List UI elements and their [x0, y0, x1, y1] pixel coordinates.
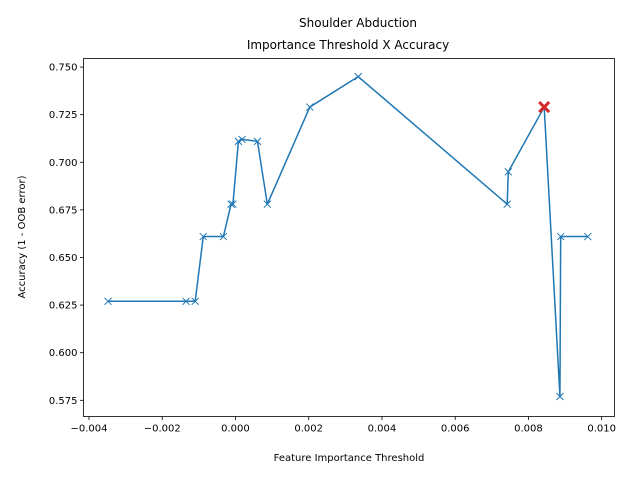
plot-frame	[83, 58, 615, 417]
x-tick-label: −0.004	[70, 424, 107, 435]
data-point	[263, 200, 272, 209]
y-axis-label: Accuracy (1 - OOB error)	[17, 175, 28, 298]
data-point	[503, 200, 512, 209]
x-axis-ticks: −0.004 −0.002 0.000 0.002 0.004 0.006 0.008 0.0…	[70, 416, 616, 435]
y-tick-label: 0.600	[49, 348, 78, 359]
data-point	[104, 297, 112, 306]
y-tick-label: 0.700	[49, 158, 78, 169]
data-point	[191, 297, 200, 306]
x-tick-label: 0.008	[514, 424, 543, 435]
chart-title-line-1: Shoulder Abduction	[299, 16, 417, 30]
x-tick-label: 0.006	[441, 424, 470, 435]
data-point	[234, 137, 243, 146]
chart-title-line-2: Importance Threshold X Accuracy	[247, 38, 449, 52]
y-tick-label: 0.675	[49, 205, 78, 216]
data-point	[182, 297, 190, 306]
data-point	[219, 232, 228, 241]
series-line	[108, 75, 588, 398]
data-point	[556, 232, 565, 241]
plot-marks	[104, 72, 592, 401]
data-point	[556, 392, 564, 401]
data-point	[305, 103, 314, 111]
y-tick-label: 0.575	[49, 396, 78, 407]
y-axis-ticks: 0.575 0.600 0.625 0.650 0.675 0.700 0.725 0.750	[49, 63, 84, 407]
x-tick-label: 0.002	[294, 424, 323, 435]
highlight-point	[538, 100, 551, 114]
data-point	[354, 72, 363, 81]
x-axis-label: Feature Importance Threshold	[274, 453, 425, 464]
data-point	[253, 137, 262, 146]
x-tick-label: −0.002	[144, 424, 181, 435]
data-point	[227, 200, 235, 209]
y-tick-label: 0.750	[49, 63, 78, 74]
data-point	[238, 135, 246, 144]
data-point	[583, 232, 592, 241]
y-tick-label: 0.725	[49, 110, 78, 121]
y-tick-label: 0.650	[49, 253, 78, 264]
x-tick-label: 0.000	[221, 424, 250, 435]
y-tick-label: 0.625	[49, 301, 78, 312]
data-point	[229, 200, 237, 209]
data-point	[504, 167, 513, 176]
x-tick-label: 0.004	[368, 424, 397, 435]
x-tick-label: 0.010	[587, 424, 616, 435]
data-point	[199, 232, 208, 241]
